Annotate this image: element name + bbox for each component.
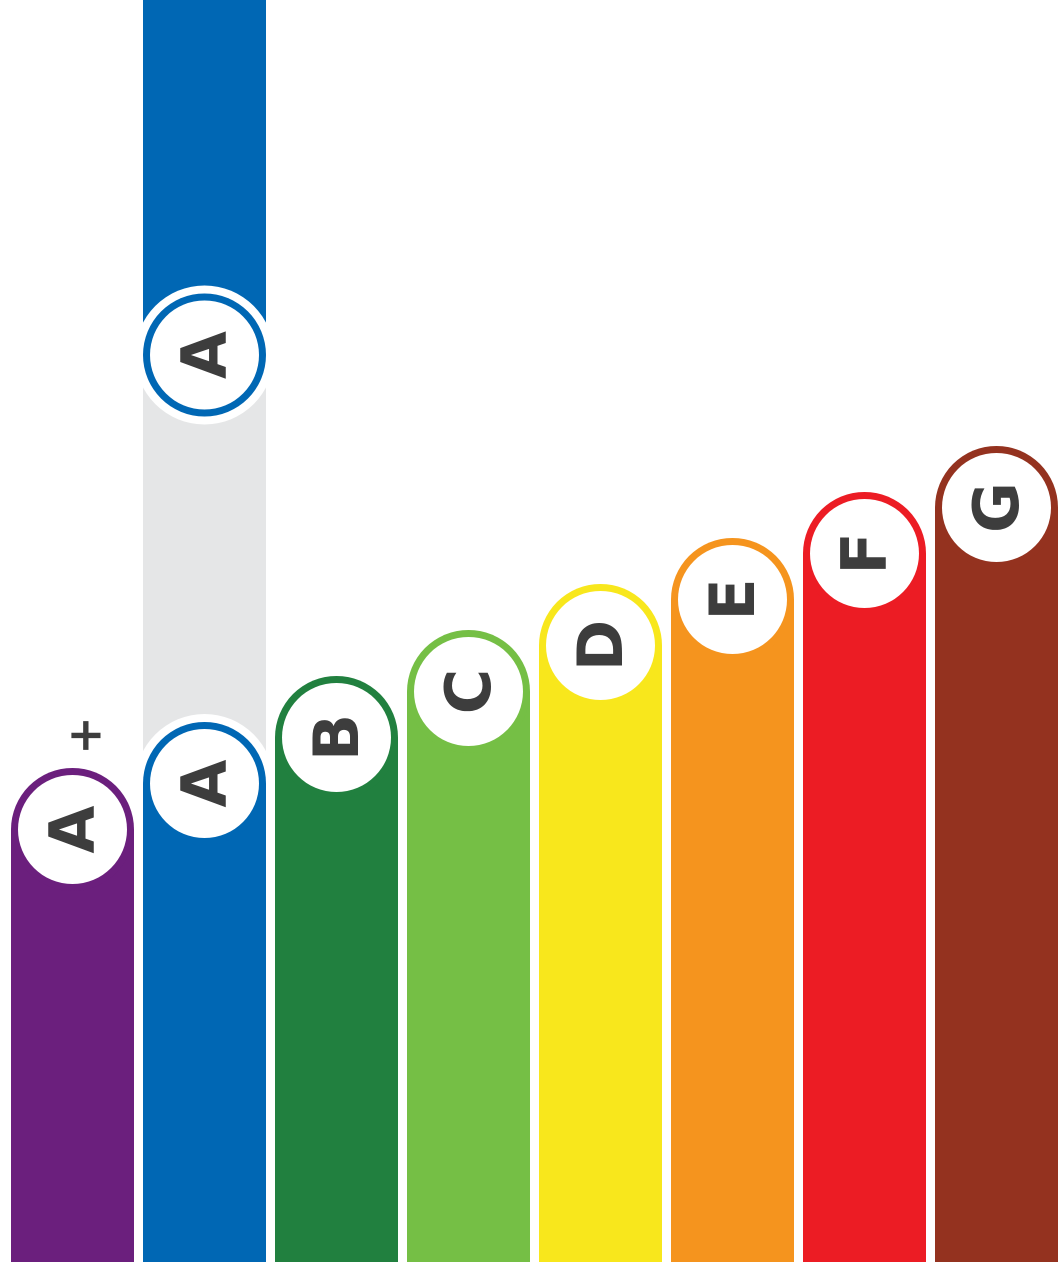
rating-badge xyxy=(810,499,919,608)
rating-bar-body xyxy=(539,645,662,1262)
rating-badge xyxy=(18,775,127,884)
rating-badge xyxy=(282,683,391,792)
rating-bar-g: G xyxy=(927,438,1059,1262)
rating-bar-a-plus: A+ xyxy=(3,716,142,1262)
rating-bar-a: A xyxy=(135,714,274,1262)
rating-superscript-a-plus: + xyxy=(58,716,112,755)
rating-bar-body xyxy=(935,507,1058,1262)
rating-label-g: G xyxy=(960,482,1033,533)
rating-label-e: E xyxy=(696,578,769,620)
rating-badge xyxy=(150,729,259,838)
rating-bar-body xyxy=(407,691,530,1262)
highlight-label: A xyxy=(168,331,241,379)
rating-bar-body xyxy=(143,783,266,1262)
highlight-badge xyxy=(150,300,259,410)
rating-bar-body xyxy=(803,553,926,1262)
rating-label-d: D xyxy=(564,620,637,671)
rating-bar-d: D xyxy=(531,576,670,1262)
rating-bar-body xyxy=(275,737,398,1262)
rating-label-f: F xyxy=(828,532,901,574)
rating-bar-b: B xyxy=(267,668,406,1262)
rating-label-b: B xyxy=(300,714,373,761)
rating-bar-c: C xyxy=(399,622,538,1262)
rating-label-c: C xyxy=(432,669,505,715)
rating-bar-f: F xyxy=(795,484,934,1262)
rating-label-a-plus: A xyxy=(36,805,109,853)
rating-label-a: A xyxy=(168,759,241,807)
rating-bar-body xyxy=(671,599,794,1262)
rating-badge xyxy=(678,545,787,654)
rating-bar-e: E xyxy=(663,530,802,1262)
rating-badge xyxy=(414,637,523,746)
rating-badge xyxy=(546,591,655,700)
rating-bar-body xyxy=(11,829,134,1262)
rating-badge xyxy=(942,453,1051,562)
